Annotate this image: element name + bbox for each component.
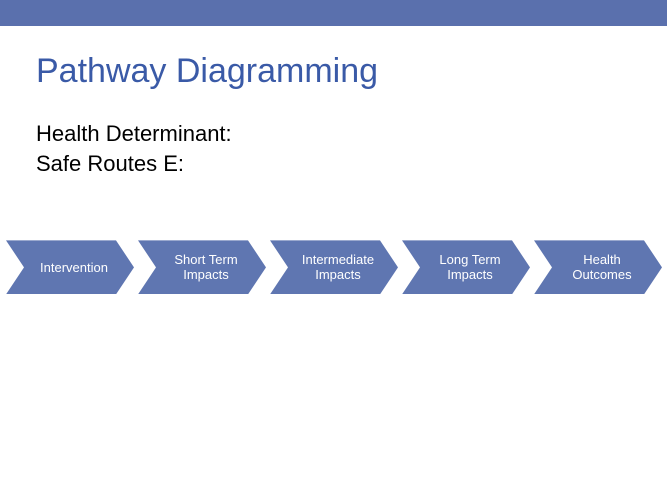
pathway-step-label: Short Term Impacts: [138, 240, 266, 294]
subtitle-line-2: Safe Routes E:: [36, 149, 667, 179]
pathway-step: Short Term Impacts: [138, 240, 266, 294]
pathway-arrow-row: InterventionShort Term ImpactsIntermedia…: [0, 240, 667, 294]
pathway-step-label: Health Outcomes: [534, 240, 662, 294]
top-bar: [0, 0, 667, 26]
subtitle-line-1: Health Determinant:: [36, 119, 667, 149]
page-title: Pathway Diagramming: [36, 52, 667, 91]
pathway-step: Health Outcomes: [534, 240, 662, 294]
pathway-step: Intervention: [6, 240, 134, 294]
pathway-step-label: Long Term Impacts: [402, 240, 530, 294]
pathway-step-label: Intermediate Impacts: [270, 240, 398, 294]
pathway-step-label: Intervention: [6, 240, 134, 294]
pathway-step: Long Term Impacts: [402, 240, 530, 294]
pathway-step: Intermediate Impacts: [270, 240, 398, 294]
subtitle-block: Health Determinant: Safe Routes E:: [36, 119, 667, 178]
